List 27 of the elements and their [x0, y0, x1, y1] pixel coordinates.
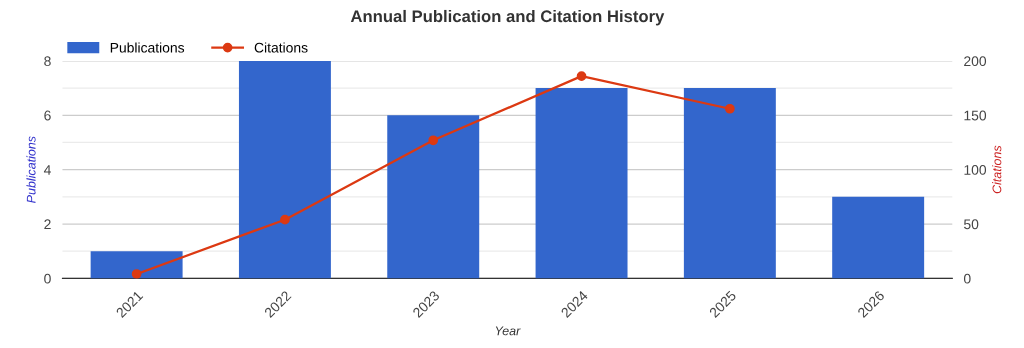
- y2-tick-label: 100: [964, 164, 987, 175]
- point: [131, 269, 142, 279]
- y2-tick-label: 0: [963, 273, 971, 284]
- y2-axis-title: Citations: [992, 145, 1002, 194]
- point: [724, 103, 735, 114]
- y-tick-label: 0: [44, 273, 51, 284]
- legend-label: Citations: [254, 42, 308, 53]
- y-tick-label: 4: [43, 165, 51, 175]
- chart-title: Annual Publication and Citation History: [350, 9, 665, 26]
- x-axis-title: Year: [495, 326, 521, 336]
- y-tick-label: 6: [44, 110, 51, 121]
- point: [576, 71, 587, 81]
- y2-tick-label: 200: [964, 56, 987, 67]
- y2-tick-label: 150: [964, 110, 987, 121]
- y-axis-title: Publications: [26, 136, 36, 203]
- bar: [535, 88, 628, 279]
- bar: [683, 88, 776, 279]
- point: [428, 135, 439, 146]
- bar: [387, 115, 480, 279]
- point: [280, 214, 290, 225]
- y2-tick-label: 50: [963, 219, 979, 230]
- bar: [238, 60, 331, 279]
- y-tick-label: 2: [44, 219, 51, 230]
- y-tick-label: 8: [44, 56, 51, 67]
- bar: [832, 196, 925, 279]
- legend-label: Publications: [110, 42, 185, 53]
- bar: [90, 251, 183, 279]
